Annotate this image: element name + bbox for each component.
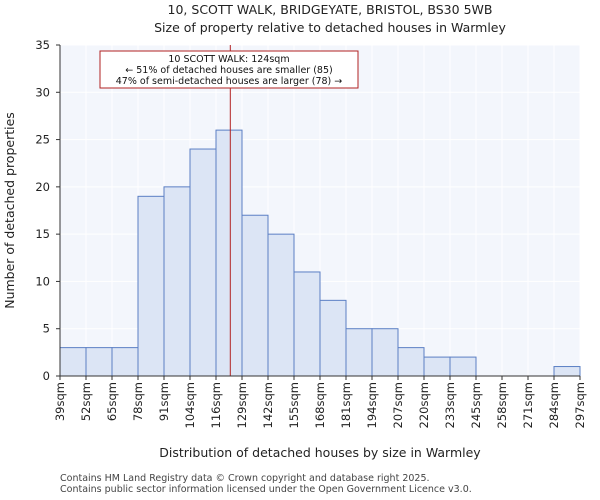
bar-168sqm [319,299,347,377]
x-tick-labels: 39sqm 52sqm 65sqm 78sqm 91sqm 104sqm 116sqm 129… [53,376,587,428]
bar-39sqm [59,347,87,377]
annotation-line-2: ← 51% of detached houses are smaller (85… [125,65,332,76]
x-tick-label: 129sqm [235,382,249,428]
x-tick-label: 91sqm [157,382,171,421]
footer-attribution-1: Contains HM Land Registry data © Crown c… [60,473,430,484]
annotation-box: 10 SCOTT WALK: 124sqm ← 51% of detached … [99,50,359,89]
x-tick-label: 142sqm [261,382,275,428]
bar-142sqm [267,233,295,377]
x-tick-label: 245sqm [469,382,483,428]
bars [59,129,581,377]
annotation-line-1: 10 SCOTT WALK: 124sqm [168,54,289,65]
bar-220sqm [423,356,451,377]
x-tick-label: 297sqm [573,382,587,428]
footer-attribution-2: Contains public sector information licen… [60,484,472,495]
x-tick-label: 104sqm [183,382,197,428]
x-axis-label: Distribution of detached houses by size … [159,445,481,460]
y-tick-label: 30 [35,85,50,99]
x-tick-label: 220sqm [417,382,431,428]
bar-233sqm [449,356,477,377]
y-tick-label: 15 [35,227,50,241]
x-tick-label: 78sqm [131,382,145,421]
bar-155sqm [293,271,321,377]
histogram-chart: 10, SCOTT WALK, BRIDGEYATE, BRISTOL, BS3… [2,2,587,460]
bar-207sqm [397,347,425,377]
y-tick-label: 0 [43,369,50,383]
bar-78sqm [137,195,165,377]
chart-title: 10, SCOTT WALK, BRIDGEYATE, BRISTOL, BS3… [168,2,493,17]
x-tick-label: 65sqm [105,382,119,421]
x-tick-label: 233sqm [443,382,457,428]
y-axis-label: Number of detached properties [2,112,17,309]
bar-104sqm [189,148,217,377]
bar-194sqm [371,328,399,377]
x-tick-label: 284sqm [547,382,561,428]
x-tick-label: 116sqm [209,382,223,428]
x-tick-label: 39sqm [53,382,67,421]
y-tick-label: 10 [35,274,50,288]
y-tick-label: 5 [43,322,50,336]
y-tick-label: 25 [35,133,50,147]
bar-65sqm [111,347,139,377]
x-tick-label: 207sqm [391,382,405,428]
y-tick-label: 20 [35,180,50,194]
x-tick-label: 155sqm [287,382,301,428]
y-tick-labels: 0 5 10 15 20 25 30 35 [35,38,60,383]
bar-52sqm [85,347,113,377]
bar-284sqm [553,366,581,377]
bar-91sqm [163,186,191,377]
x-tick-label: 258sqm [495,382,509,428]
x-tick-label: 181sqm [339,382,353,428]
chart-subtitle: Size of property relative to detached ho… [154,20,506,35]
x-tick-label: 52sqm [79,382,93,421]
bar-116sqm [215,129,243,377]
x-tick-label: 194sqm [365,382,379,428]
bar-181sqm [345,328,373,377]
annotation-line-3: 47% of semi-detached houses are larger (… [116,76,343,87]
bar-129sqm [241,214,269,377]
x-tick-label: 168sqm [313,382,327,428]
x-tick-label: 271sqm [521,382,535,428]
annotation-frame [99,50,359,89]
y-tick-label: 35 [35,38,50,52]
